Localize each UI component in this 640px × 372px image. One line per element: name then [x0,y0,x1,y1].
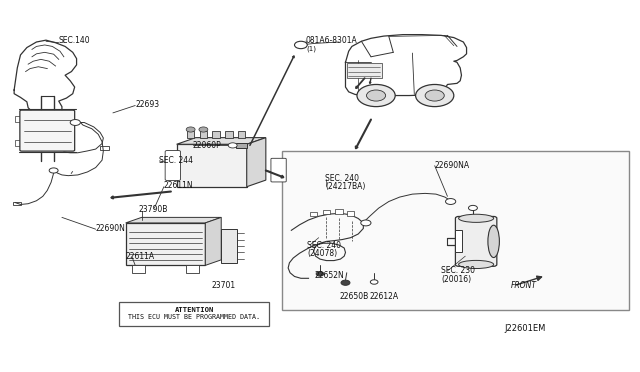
Bar [186,264,199,273]
Bar [282,151,629,310]
Text: SEC. 230: SEC. 230 [441,266,475,275]
Ellipse shape [459,214,493,222]
Circle shape [70,119,81,125]
Text: 22690N: 22690N [96,224,125,233]
Circle shape [357,84,395,107]
Text: J22601EM: J22601EM [505,324,546,333]
Bar [456,230,462,253]
Text: 23701: 23701 [212,281,236,290]
Bar [200,131,207,138]
Bar [310,212,317,216]
Bar [347,211,355,215]
Circle shape [186,127,195,132]
FancyBboxPatch shape [20,110,75,151]
Text: SEC. 240: SEC. 240 [307,241,341,250]
Text: SEC. 240: SEC. 240 [325,174,359,183]
Polygon shape [246,138,266,187]
Text: 081A6-8301A: 081A6-8301A [306,36,358,45]
Bar [15,140,22,145]
Text: THIS ECU MUST BE PROGRAMMED DATA.: THIS ECU MUST BE PROGRAMMED DATA. [128,314,260,320]
Text: 22611N: 22611N [164,182,193,190]
Text: 23790B: 23790B [138,205,168,215]
Text: (1): (1) [306,45,316,52]
Circle shape [425,90,444,101]
Ellipse shape [488,225,499,257]
Circle shape [361,220,371,226]
Bar [15,116,22,122]
Bar [132,264,145,273]
Polygon shape [205,217,221,265]
FancyBboxPatch shape [165,151,180,180]
Text: 22690NA: 22690NA [435,161,470,170]
Text: SEC. 244: SEC. 244 [159,155,193,165]
Text: 22060P: 22060P [193,141,221,150]
Text: ATTENTION: ATTENTION [175,307,214,313]
Text: 22611A: 22611A [125,251,155,261]
FancyBboxPatch shape [456,217,497,266]
Bar [238,131,246,138]
Bar [236,143,247,148]
Ellipse shape [459,260,493,269]
Text: (20016): (20016) [441,275,471,283]
Bar [335,209,343,214]
Text: SEC.140: SEC.140 [59,36,90,45]
Circle shape [371,280,378,284]
Text: FRONT: FRONT [511,281,537,290]
Circle shape [294,41,307,49]
Bar [347,62,382,78]
Polygon shape [177,138,266,144]
Bar [221,230,237,263]
Circle shape [199,127,208,132]
Text: 22693: 22693 [135,100,159,109]
Bar [212,131,220,138]
Bar [119,302,269,326]
Bar [13,202,20,205]
Circle shape [415,84,454,107]
Circle shape [445,199,456,205]
Bar [100,146,109,150]
Bar [125,223,205,265]
Circle shape [341,280,350,285]
FancyBboxPatch shape [271,158,286,182]
Text: 22652N: 22652N [315,271,345,280]
Circle shape [316,272,324,276]
Circle shape [228,143,237,148]
Text: 22650B: 22650B [339,292,369,301]
Circle shape [468,205,477,211]
Polygon shape [125,217,221,223]
Bar [177,144,246,187]
Bar [187,131,195,138]
Text: 22612A: 22612A [370,292,399,301]
Circle shape [49,168,58,173]
Text: (24217BA): (24217BA) [325,182,365,191]
Bar [323,210,330,214]
Text: (24078): (24078) [307,249,337,258]
Bar [225,131,233,138]
Circle shape [367,90,386,101]
